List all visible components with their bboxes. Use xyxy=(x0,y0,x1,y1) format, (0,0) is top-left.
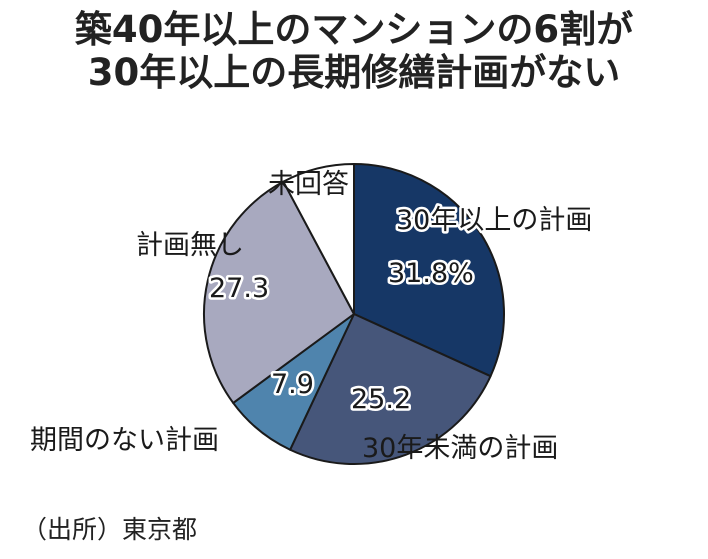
slice-label-no-period-plan: 期間のない計画 xyxy=(30,425,219,456)
pie-slices xyxy=(203,163,505,465)
slice-value-under30-plan: 25.2 xyxy=(351,384,411,415)
slice-label-30plus-plan: 30年以上の計画 xyxy=(396,205,592,236)
slice-value-no-plan: 27.3 xyxy=(209,273,269,304)
slice-value-no-period-plan: 7.9 xyxy=(271,369,314,400)
source-note: （出所）東京都 xyxy=(22,515,198,544)
pie-slice-1 xyxy=(289,313,492,465)
slice-value-30plus-plan: 31.8% xyxy=(388,258,474,289)
pie-slice-4 xyxy=(282,163,355,315)
slice-label-under30-plan: 30年未満の計画 xyxy=(362,433,558,464)
pie-slice-0 xyxy=(353,163,505,378)
slice-label-no-plan: 計画無し xyxy=(136,230,244,261)
title-line-1: 築40年以上のマンションの6割が xyxy=(74,8,634,51)
slice-label-no-answer: 未回答 xyxy=(268,169,349,200)
pie-slice-3 xyxy=(203,180,355,404)
chart-title: 築40年以上のマンションの6割が 30年以上の長期修繕計画がない xyxy=(0,8,708,94)
title-line-2: 30年以上の長期修繕計画がない xyxy=(87,51,621,94)
